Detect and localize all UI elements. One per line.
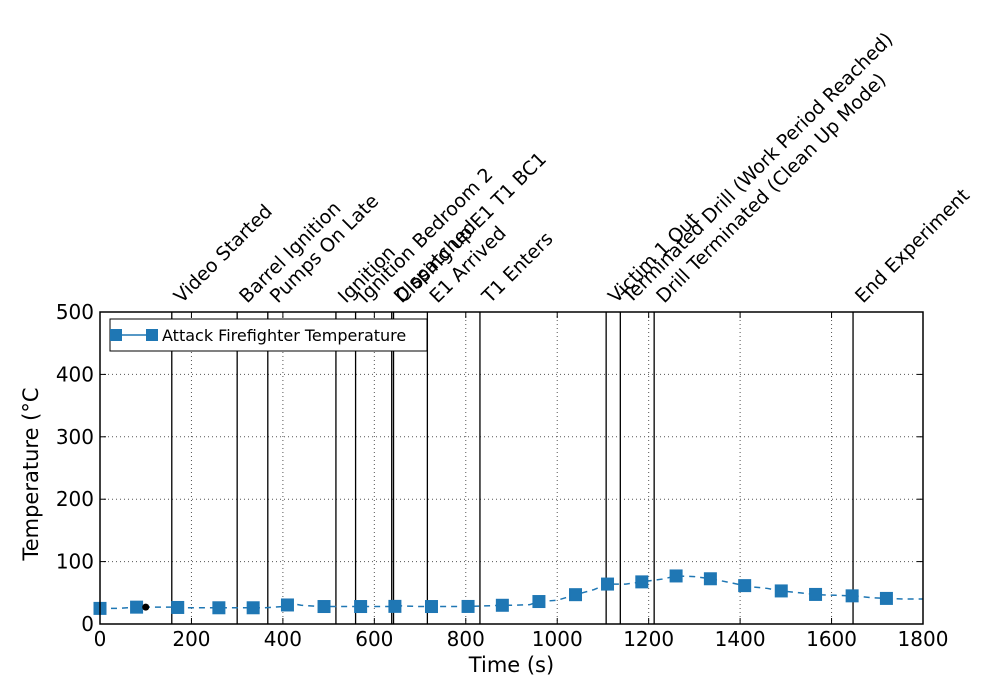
x-tick-label: 1200 xyxy=(623,627,674,651)
series-marker xyxy=(601,577,615,591)
x-axis: 0 200 400 600 800 1000 1200 1400 1600 1800 xyxy=(94,312,949,651)
series-marker xyxy=(635,575,649,589)
legend: Attack Firefighter Temperature xyxy=(109,318,428,352)
series-marker xyxy=(354,600,368,614)
legend-marker-icon xyxy=(110,329,122,341)
series-marker xyxy=(424,600,438,614)
series-marker xyxy=(130,600,144,614)
x-tick-label: 1400 xyxy=(715,627,766,651)
series-marker xyxy=(461,599,475,613)
event-label: Drill Terminated (Clean Up Mode) xyxy=(652,69,890,307)
event-label: Terminated Drill (Work Period Reached) xyxy=(618,28,898,308)
extra-data-point xyxy=(142,603,150,611)
y-tick-label: 400 xyxy=(56,362,94,386)
series-marker xyxy=(569,588,583,602)
series-marker xyxy=(388,599,402,613)
legend-marker-icon xyxy=(146,329,158,341)
x-tick-label: 0 xyxy=(94,627,107,651)
legend-entry-label: Attack Firefighter Temperature xyxy=(162,326,406,345)
y-tick-label: 300 xyxy=(56,425,94,449)
x-tick-label: 1600 xyxy=(806,627,857,651)
series-marker xyxy=(280,598,294,612)
event-label: End Experiment xyxy=(851,185,974,308)
y-axis-title: Temperature (°C xyxy=(19,387,43,561)
y-tick-label: 0 xyxy=(81,612,94,636)
x-tick-label: 400 xyxy=(264,627,302,651)
series-marker xyxy=(246,601,260,615)
x-tick-label: 1800 xyxy=(898,627,949,651)
x-tick-label: 600 xyxy=(355,627,393,651)
series-marker xyxy=(212,601,226,615)
series-marker xyxy=(809,587,823,601)
series-marker xyxy=(669,569,683,583)
series-marker xyxy=(495,598,509,612)
y-tick-label: 500 xyxy=(56,300,94,324)
series-marker xyxy=(171,600,185,614)
x-axis-title: Time (s) xyxy=(468,653,554,677)
event-label: Closing up E1 T1 BC1 xyxy=(392,148,551,307)
series-marker xyxy=(738,579,752,593)
series-marker xyxy=(845,589,859,603)
y-tick-label: 200 xyxy=(56,487,94,511)
grid xyxy=(100,312,923,624)
event-lines xyxy=(171,312,854,624)
series-layer xyxy=(93,569,923,615)
plot-frame xyxy=(99,311,924,625)
y-tick-label: 100 xyxy=(56,550,94,574)
series-marker xyxy=(317,600,331,614)
x-tick-label: 1000 xyxy=(532,627,583,651)
y-axis: 0 100 200 300 400 500 xyxy=(56,300,923,636)
series-marker xyxy=(774,584,788,598)
series-marker xyxy=(532,595,546,609)
series-marker xyxy=(703,572,717,586)
series-marker xyxy=(879,591,893,605)
x-tick-label: 200 xyxy=(172,627,210,651)
x-tick-label: 800 xyxy=(447,627,485,651)
